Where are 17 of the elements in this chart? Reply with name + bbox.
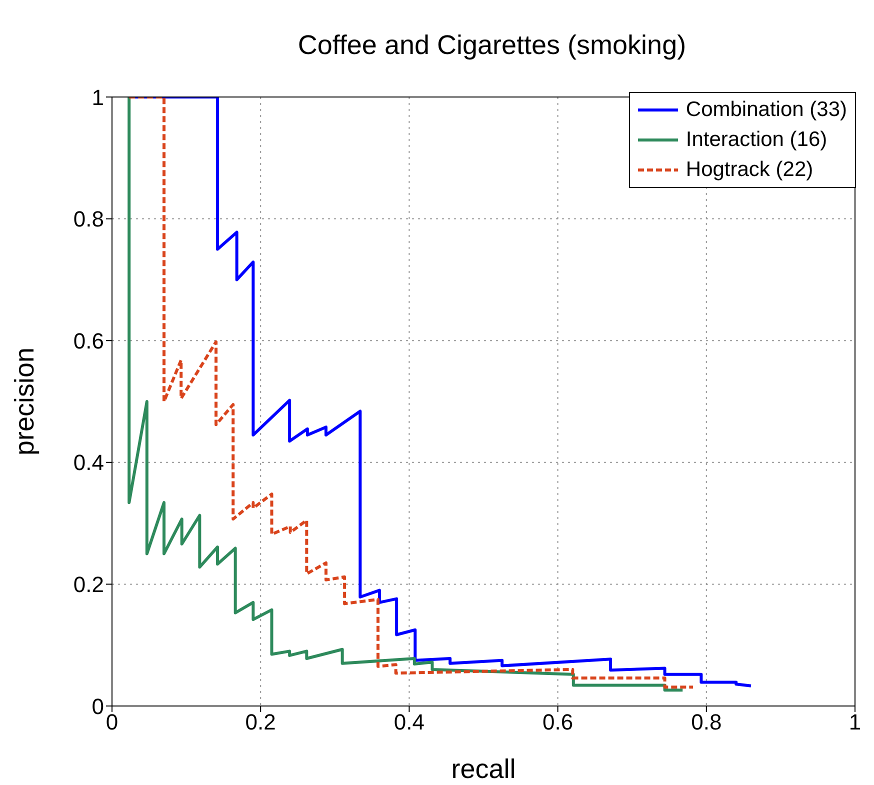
x-tick-label: 1 [848, 710, 862, 735]
x-tick-label: 0.4 [394, 710, 424, 735]
chart-title: Coffee and Cigarettes (smoking) [296, 29, 688, 62]
y-tick-label: 0.6 [73, 328, 104, 354]
y-tick-label: 1 [92, 84, 104, 110]
legend-label: Combination (33) [686, 98, 847, 122]
x-tick-label: 0.8 [691, 710, 722, 735]
y-tick-label: 0 [92, 694, 104, 719]
x-axis-title: recall [451, 754, 516, 784]
y-tick-label: 0.4 [73, 450, 104, 476]
y-axis-title: precision [10, 347, 40, 456]
y-tick-label: 0.8 [73, 206, 104, 232]
x-tick-label: 0.2 [245, 710, 276, 735]
legend-label: Hogtrack (22) [686, 158, 814, 182]
x-tick-label: 0.6 [542, 710, 574, 735]
legend-label: Interaction (16) [686, 128, 828, 152]
y-tick-label: 0.2 [73, 572, 104, 598]
